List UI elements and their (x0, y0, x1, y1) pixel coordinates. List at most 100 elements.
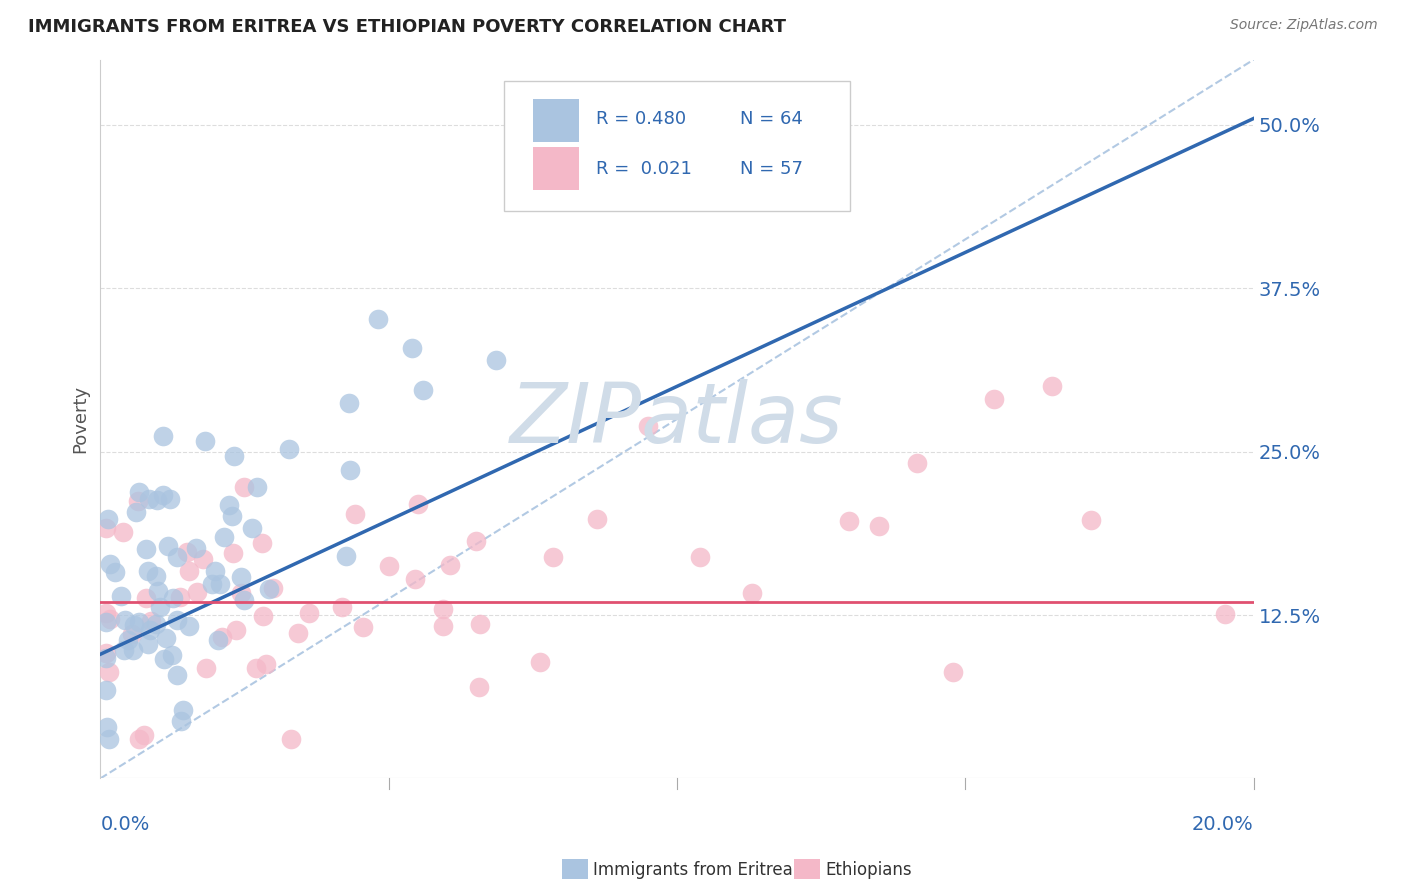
Point (104, 565, 127, 579)
Point (94, 682, 117, 697)
Point (367, 312, 389, 326)
Point (177, 564, 200, 578)
Point (204, 564, 226, 578)
Point (741, 586, 763, 600)
Point (114, 613, 136, 627)
Point (145, 568, 167, 582)
Point (378, 559, 401, 574)
Point (149, 600, 172, 615)
Point (689, 550, 711, 565)
Text: 20.0%: 20.0% (1192, 815, 1254, 834)
Point (983, 392, 1005, 407)
Point (337, 396, 360, 410)
Point (352, 620, 374, 634)
Point (97, 512, 120, 526)
Point (152, 428, 174, 442)
Point (117, 633, 139, 648)
FancyBboxPatch shape (503, 81, 851, 211)
Point (194, 434, 217, 449)
Point (162, 648, 184, 662)
Point (942, 665, 965, 679)
Point (905, 456, 928, 470)
Point (169, 714, 191, 728)
Point (231, 586, 253, 600)
Point (412, 383, 434, 397)
Point (128, 484, 150, 499)
Point (135, 542, 157, 557)
Text: N = 57: N = 57 (741, 160, 803, 178)
Point (404, 573, 426, 587)
Text: IMMIGRANTS FROM ERITREA VS ETHIOPIAN POVERTY CORRELATION CHART: IMMIGRANTS FROM ERITREA VS ETHIOPIAN POV… (28, 18, 786, 36)
Point (153, 652, 176, 666)
Point (146, 583, 169, 598)
Point (200, 577, 222, 591)
Point (207, 632, 229, 647)
Point (245, 660, 267, 674)
Point (98, 665, 121, 680)
Point (212, 529, 235, 543)
Point (262, 581, 284, 595)
Point (335, 549, 357, 564)
Point (208, 577, 231, 591)
Point (100, 557, 122, 571)
Point (128, 615, 150, 629)
Point (193, 552, 215, 566)
Text: R = 0.480: R = 0.480 (596, 110, 686, 128)
Point (98, 612, 121, 626)
Point (94, 651, 117, 665)
Point (464, 533, 486, 548)
Bar (533, 99, 579, 142)
Point (135, 591, 157, 605)
Point (222, 449, 245, 463)
Point (146, 493, 169, 508)
Point (121, 627, 143, 641)
Point (401, 341, 423, 355)
Point (94, 615, 117, 629)
Point (128, 732, 150, 747)
Point (586, 512, 609, 526)
Bar (533, 147, 579, 190)
Point (122, 618, 145, 632)
Point (124, 505, 146, 519)
Point (468, 616, 491, 631)
Point (298, 606, 321, 620)
Point (145, 617, 167, 632)
Point (166, 668, 188, 682)
Point (287, 625, 309, 640)
Point (485, 353, 508, 368)
Point (94, 606, 117, 620)
Point (136, 564, 159, 578)
Point (1080, 513, 1102, 527)
Point (541, 549, 564, 564)
Point (139, 623, 162, 637)
Point (138, 492, 160, 507)
Point (868, 519, 890, 533)
Point (110, 590, 132, 604)
Point (432, 619, 454, 633)
Point (169, 590, 191, 604)
Point (232, 480, 254, 494)
Point (94, 646, 117, 660)
Text: Source: ZipAtlas.com: Source: ZipAtlas.com (1230, 18, 1378, 32)
Point (637, 418, 659, 433)
Point (1213, 607, 1236, 622)
Point (184, 541, 207, 556)
Point (127, 494, 149, 508)
Point (159, 491, 181, 506)
Point (222, 546, 245, 560)
Point (838, 514, 860, 528)
Text: N = 64: N = 64 (741, 110, 803, 128)
Point (339, 463, 361, 477)
Point (139, 614, 162, 628)
Point (406, 497, 429, 511)
Point (259, 582, 281, 596)
Text: 0.0%: 0.0% (100, 815, 149, 834)
Point (252, 609, 274, 624)
Point (529, 656, 551, 670)
Point (172, 703, 194, 717)
Point (278, 442, 301, 457)
Point (138, 636, 160, 650)
Text: Ethiopians: Ethiopians (825, 861, 912, 879)
Point (330, 599, 353, 614)
Point (225, 623, 247, 637)
